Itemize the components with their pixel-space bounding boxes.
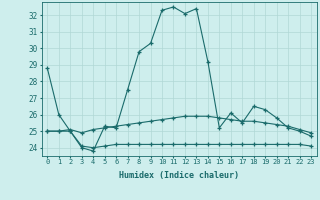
X-axis label: Humidex (Indice chaleur): Humidex (Indice chaleur) — [119, 171, 239, 180]
